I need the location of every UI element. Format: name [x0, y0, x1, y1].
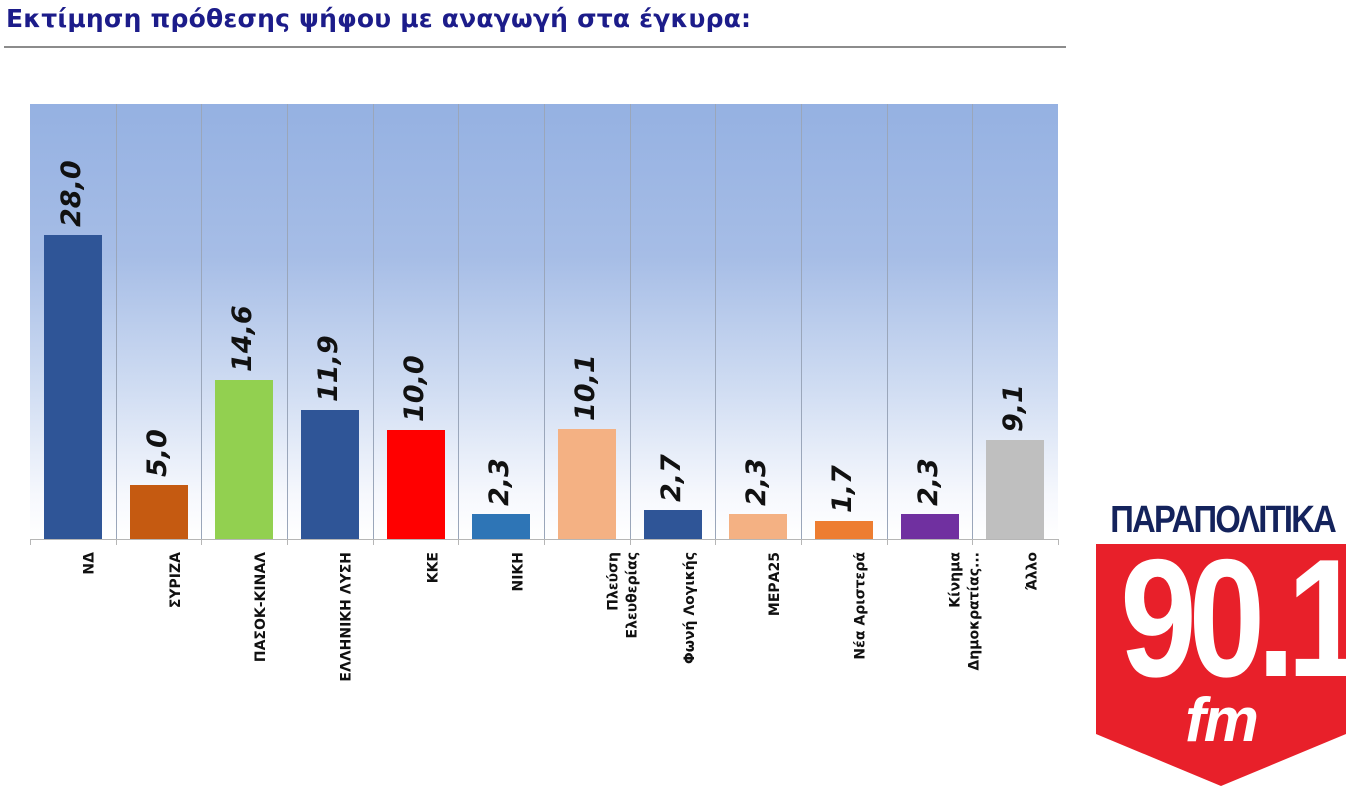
x-axis-tick: [715, 539, 716, 545]
logo-wordmark: ΠΑΡΑΠΟΛΙΤΙΚΑ: [1110, 499, 1337, 541]
station-logo: ΠΑΡΑΠΟΛΙΤΙΚΑ 90.1 fm: [1088, 499, 1360, 790]
bar: [301, 410, 359, 539]
x-axis-tick: [801, 539, 802, 545]
chart-title: Εκτίμηση πρόθεσης ψήφου με αναγωγή στα έ…: [6, 4, 752, 33]
x-axis-tick: [458, 539, 459, 545]
category-gridline: [972, 104, 973, 539]
bar: [472, 514, 530, 539]
logo-band: fm: [1185, 686, 1259, 755]
category-gridline: [801, 104, 802, 539]
x-axis-tick: [1058, 539, 1059, 545]
category-gridline: [887, 104, 888, 539]
x-axis-tick: [630, 539, 631, 545]
category-gridline: [544, 104, 545, 539]
bar: [44, 235, 102, 539]
x-axis-tick: [287, 539, 288, 545]
category-gridline: [201, 104, 202, 539]
bar: [558, 429, 616, 539]
bar: [901, 514, 959, 539]
plot-area: [30, 104, 1058, 539]
category-gridline: [458, 104, 459, 539]
category-gridline: [630, 104, 631, 539]
logo-frequency: 90.1: [1120, 524, 1360, 712]
bar: [729, 514, 787, 539]
x-axis-tick: [373, 539, 374, 545]
category-gridline: [715, 104, 716, 539]
x-axis-tick: [116, 539, 117, 545]
x-axis-tick: [30, 539, 31, 545]
category-gridline: [116, 104, 117, 539]
x-axis-tick: [972, 539, 973, 545]
bar: [986, 440, 1044, 539]
x-axis-tick: [887, 539, 888, 545]
bar: [644, 510, 702, 539]
title-divider: [4, 46, 1066, 48]
bar: [130, 485, 188, 539]
category-gridline: [287, 104, 288, 539]
logo-shield-icon: [1096, 544, 1346, 786]
category-gridline: [373, 104, 374, 539]
x-axis-tick: [201, 539, 202, 545]
bar: [387, 430, 445, 539]
bar: [815, 521, 873, 539]
bar: [215, 380, 273, 539]
x-axis-tick: [544, 539, 545, 545]
